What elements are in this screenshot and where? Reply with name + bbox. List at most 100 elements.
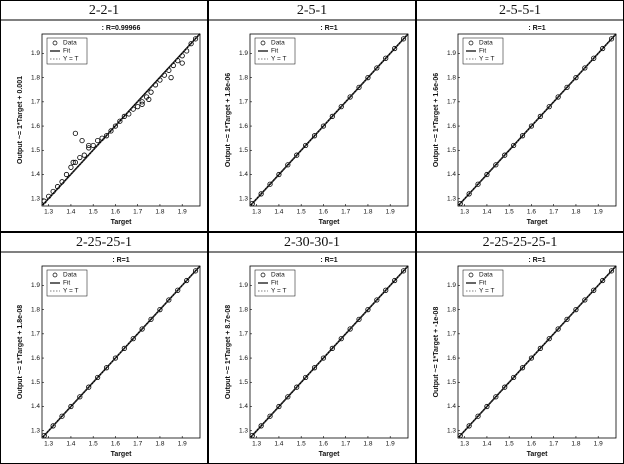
data-point [192, 36, 199, 42]
y-tick-label: 1.6 [447, 355, 456, 362]
data-point [77, 154, 83, 161]
data-point [70, 159, 76, 165]
data-point [493, 394, 499, 400]
data-point [493, 162, 499, 168]
legend-swatch [52, 272, 58, 278]
data-point [267, 413, 273, 419]
legend-swatch [260, 272, 266, 278]
data-point [303, 374, 309, 381]
y-tick-label: 1.4 [239, 403, 248, 410]
y-tick-label: 1.6 [239, 123, 248, 130]
data-point [276, 171, 282, 178]
y-tick-label: 1.6 [239, 355, 248, 362]
data-point [311, 365, 318, 371]
y-tick-label: 1.9 [31, 282, 40, 289]
data-point [168, 75, 174, 81]
x-tick-label: 1.6 [111, 441, 120, 448]
x-tick-label: 1.7 [341, 441, 350, 448]
data-point [68, 164, 74, 170]
data-point [103, 365, 110, 371]
x-tick-label: 1.5 [89, 441, 98, 448]
data-point [608, 268, 615, 274]
y-tick-label: 1.3 [31, 195, 40, 202]
data-point [79, 137, 85, 144]
data-point [457, 432, 463, 439]
data-point [546, 104, 552, 110]
y-tick-label: 1.9 [447, 282, 456, 289]
panel-label: 2-30-30-1 [284, 235, 340, 250]
x-tick-label: 1.5 [505, 441, 514, 448]
fit-line [41, 265, 201, 439]
data-point [591, 287, 597, 293]
data-point [338, 336, 344, 342]
data-point [502, 152, 508, 158]
x-tick-label: 1.3 [252, 209, 261, 216]
data-point [267, 181, 273, 187]
data-point [475, 181, 481, 187]
panel-border [0, 0, 208, 232]
data-point [41, 432, 47, 439]
data-point [608, 36, 615, 42]
data-point [555, 326, 561, 332]
data-point [148, 89, 154, 95]
x-tick-label: 1.8 [363, 441, 372, 448]
data-point [573, 307, 579, 313]
data-point [564, 84, 570, 90]
y-axis-label: Output ~= 1*Target + 8.7e-08 [225, 305, 232, 399]
data-point [400, 36, 407, 42]
y-tick-label: 1.9 [239, 282, 248, 289]
y-tick-label: 1.5 [31, 147, 40, 154]
data-point [466, 191, 472, 197]
legend-label: Y = T [271, 56, 287, 63]
legend-label: Fit [63, 48, 70, 55]
y-tick-label: 1.9 [447, 50, 456, 57]
data-point [192, 268, 199, 274]
y-axis-label: Output ~= 1*Target + 0.001 [17, 76, 24, 164]
x-tick-label: 1.8 [571, 441, 580, 448]
x-axis-label: Target [527, 451, 549, 458]
x-tick-label: 1.4 [274, 209, 283, 216]
panel-label: 2-25-25-1 [76, 235, 132, 250]
x-tick-label: 1.4 [66, 209, 75, 216]
y-axis-label: Output ~= 1*Target + 1.8e-06 [225, 73, 232, 167]
data-point [475, 413, 481, 419]
x-tick-label: 1.9 [386, 441, 395, 448]
x-axis-label: Target [319, 451, 341, 458]
x-tick-label: 1.8 [155, 441, 164, 448]
x-tick-label: 1.5 [297, 209, 306, 216]
data-point [484, 171, 490, 178]
panel-border [208, 0, 416, 232]
x-tick-label: 1.5 [505, 209, 514, 216]
data-point [365, 75, 371, 81]
x-tick-label: 1.4 [274, 441, 283, 448]
x-tick-label: 1.7 [133, 209, 142, 216]
data-point [338, 104, 344, 110]
y-tick-label: 1.5 [447, 147, 456, 154]
y-tick-label: 1.3 [447, 195, 456, 202]
y-tick-label: 1.8 [31, 306, 40, 313]
data-point [519, 133, 526, 139]
x-tick-label: 1.4 [482, 441, 491, 448]
data-point [511, 374, 517, 381]
data-point [130, 336, 136, 342]
y-tick-label: 1.7 [31, 99, 40, 106]
data-point [81, 152, 87, 158]
legend-label: Fit [271, 280, 278, 287]
data-point [591, 55, 597, 61]
y-tick-label: 1.5 [239, 147, 248, 154]
data-point [249, 432, 255, 439]
y-tick-label: 1.8 [239, 306, 248, 313]
data-point [157, 307, 163, 313]
data-point [564, 316, 570, 322]
chart-title: : R=1 [528, 25, 545, 32]
data-point [537, 345, 543, 351]
data-point [249, 200, 255, 207]
data-point [188, 41, 194, 47]
y-tick-label: 1.7 [447, 331, 456, 338]
y-tick-label: 1.9 [239, 50, 248, 57]
data-point [303, 142, 309, 149]
y-tick-label: 1.4 [31, 403, 40, 410]
x-tick-label: 1.9 [594, 209, 603, 216]
data-point [121, 113, 127, 119]
y-axis-label: Output ~= 1*Target + 1.8e-08 [17, 305, 24, 399]
